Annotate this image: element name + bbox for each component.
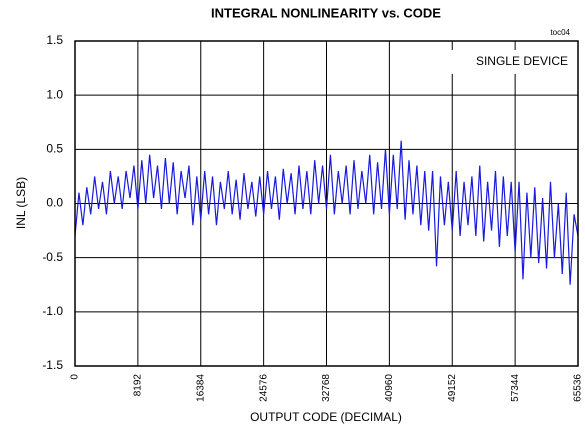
figure-id: toc04 bbox=[550, 28, 570, 37]
y-axis-label: INL (LSB) bbox=[14, 177, 28, 229]
y-tick-label: 0.0 bbox=[46, 196, 63, 210]
y-tick-label: -1.0 bbox=[42, 304, 63, 318]
x-tick-label: 49152 bbox=[447, 374, 458, 402]
y-tick-label: -0.5 bbox=[42, 250, 63, 264]
x-tick-label: 40960 bbox=[384, 374, 395, 402]
x-tick-label: 57344 bbox=[510, 374, 521, 402]
chart-title: INTEGRAL NONLINEARITY vs. CODE bbox=[211, 5, 441, 20]
annotation: SINGLE DEVICE bbox=[476, 54, 568, 68]
data-line bbox=[74, 140, 579, 285]
annotation-box bbox=[450, 50, 572, 74]
y-tick-label: 1.0 bbox=[46, 87, 63, 101]
x-tick-label: 32768 bbox=[321, 374, 332, 402]
x-tick-label: 0 bbox=[70, 374, 81, 380]
x-tick-label: 65536 bbox=[573, 374, 584, 402]
y-tick-label: 0.5 bbox=[46, 142, 63, 156]
y-tick-label: -1.5 bbox=[42, 358, 63, 372]
x-tick-label: 24576 bbox=[258, 374, 269, 402]
plot-frame bbox=[74, 40, 579, 367]
x-tick-label: 16384 bbox=[195, 374, 206, 402]
y-tick-label: 1.5 bbox=[46, 33, 63, 47]
grid bbox=[74, 40, 579, 367]
x-tick-label: 8192 bbox=[133, 374, 144, 397]
plot-area bbox=[74, 140, 579, 285]
x-axis-label: OUTPUT CODE (DECIMAL) bbox=[250, 410, 402, 424]
